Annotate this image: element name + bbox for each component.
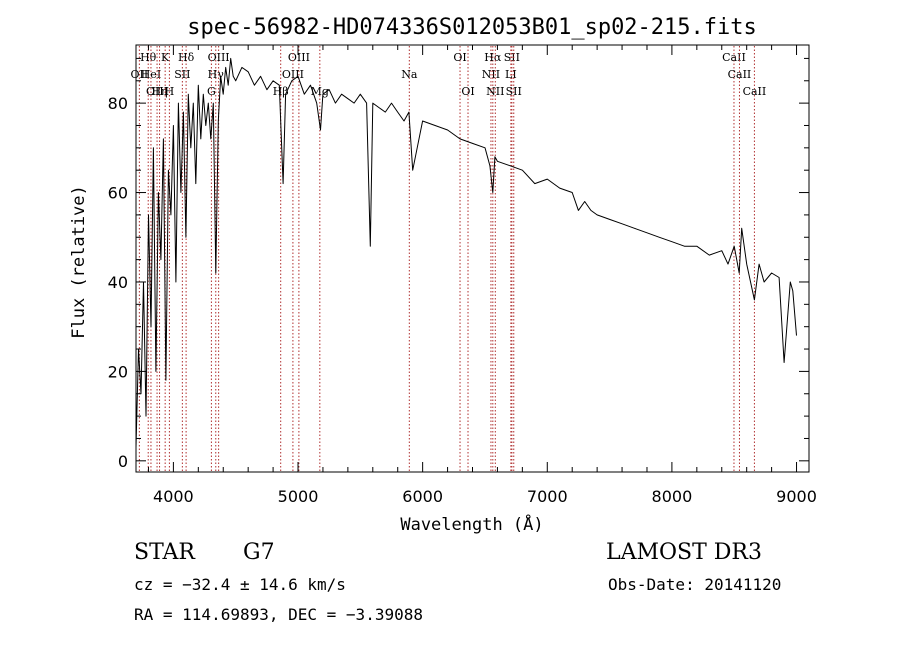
line-label-1: OII (131, 68, 149, 81)
x-tick-label-9000: 9000 (776, 487, 817, 506)
redshift-readout: cz = −32.4 ± 14.6 km/s (134, 575, 346, 594)
plot-frame (135, 44, 810, 473)
line-label-7: SII (174, 68, 190, 81)
line-label-17: OI (453, 51, 466, 64)
chart-title: spec-56982-HD074336S012053B01_sp02-215.f… (187, 15, 757, 40)
line-label-15: Mg (311, 85, 329, 98)
x-tick-label-5000: 5000 (278, 487, 319, 506)
line-label-9: Hγ (208, 68, 225, 81)
line-label-2: HeI (141, 68, 161, 81)
object-type: STAR (134, 540, 195, 565)
x-tick-label-4000: 4000 (153, 487, 194, 506)
line-label-13: OIII (288, 51, 310, 64)
line-label-26: CaII (728, 68, 752, 81)
spectrum-trace (135, 57, 797, 448)
line-label-16: Na (401, 68, 418, 81)
x-axis-label: Wavelength (Å) (400, 513, 543, 535)
line-label-6: H (165, 85, 175, 98)
line-label-14: OIII (282, 68, 304, 81)
y-tick-label-40: 40 (108, 273, 128, 292)
line-label-11: G (207, 85, 216, 98)
y-tick-label-20: 20 (108, 362, 128, 381)
spectral-subclass: G7 (243, 540, 275, 565)
line-label-19: NII (482, 68, 500, 81)
line-label-22: SII (504, 51, 520, 64)
survey-name: LAMOST DR3 (606, 540, 762, 565)
line-label-23: LI (505, 68, 517, 81)
line-label-10: OIII (208, 51, 230, 64)
y-axis-ticks: 0 20 40 60 80 (108, 57, 809, 471)
y-tick-label-60: 60 (108, 184, 128, 203)
y-tick-label-0: 0 (118, 452, 128, 471)
line-label-3: OIII (146, 85, 168, 98)
line-label-8: Hδ (178, 51, 195, 64)
x-tick-label-7000: 7000 (527, 487, 568, 506)
line-label-27: CaII (743, 85, 767, 98)
y-tick-label-80: 80 (108, 94, 128, 113)
line-label-25: CaII (722, 51, 746, 64)
spectrum-line (135, 57, 797, 448)
obs-date: Obs-Date: 20141120 (608, 575, 782, 594)
y-axis-label: Flux (relative) (69, 185, 89, 339)
x-tick-label-6000: 6000 (402, 487, 443, 506)
x-tick-label-8000: 8000 (652, 487, 693, 506)
line-label-18: OI (461, 85, 474, 98)
line-label-24: SII (506, 85, 522, 98)
line-label-21: NII (486, 85, 504, 98)
line-label-4: Hη (151, 85, 167, 98)
coordinates: RA = 114.69893, DEC = −3.39088 (134, 605, 423, 624)
line-label-20: Hα (484, 51, 502, 64)
line-label-0: Hθ (140, 51, 157, 64)
x-axis-ticks: 4000 5000 6000 7000 8000 9000 (147, 45, 817, 506)
line-label-5: K (161, 51, 170, 64)
line-label-12: Hβ (273, 85, 289, 98)
